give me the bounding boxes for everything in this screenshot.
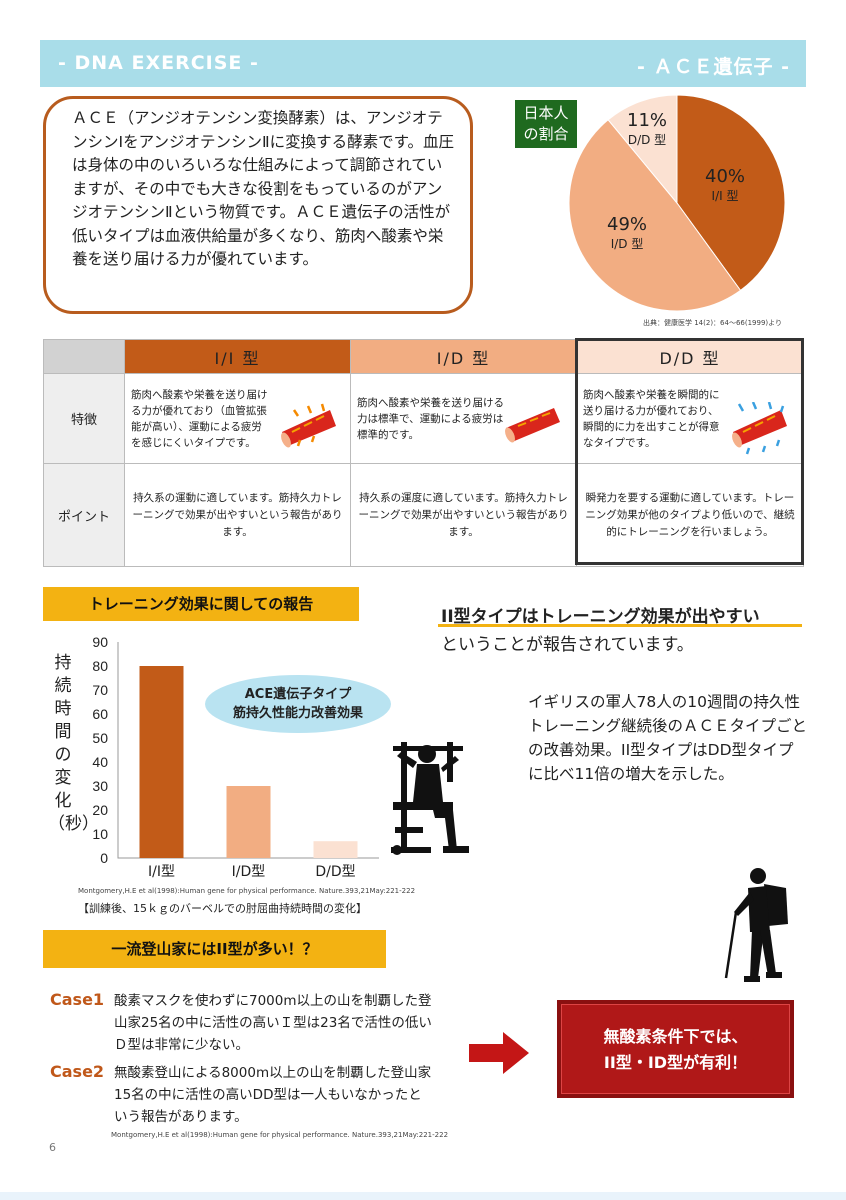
y-tick-label: 60: [92, 706, 108, 722]
case1-text: 酸素マスクを使わずに7000m以上の山を制覇した登山家25名の中に活性の高いＩ型…: [114, 993, 432, 1053]
case2-label: Case2: [50, 1062, 105, 1081]
pie-slice-id: [568, 119, 742, 312]
row-label-points: ポイント: [43, 463, 125, 567]
japanese-ratio-label-line2: の割合: [523, 125, 569, 143]
japanese-ratio-label-line1: 日本人: [523, 104, 569, 122]
table-header-ii: I/I 型: [124, 339, 351, 374]
conclusion-line1: 無酸素条件下では、: [603, 1027, 748, 1046]
case2-text: 無酸素登山による8000m以上の山を制覇した登山家15名の中に活性の高いDD型は…: [114, 1065, 432, 1125]
pie-label-ii: 40% I/I 型: [705, 166, 745, 204]
y-tick-label: 0: [100, 850, 108, 866]
study-description: イギリスの軍人78人の10週間の持久性トレーニング継続後のＡＣＥタイプごとの改善…: [528, 693, 808, 783]
table-corner: [43, 339, 125, 374]
table-row-points: ポイント 持久系の運動に適しています。筋持久力トレーニングで効果が出やすいという…: [43, 463, 804, 567]
chart-citation: Montgomery,H.E et al(1998):Human gene fo…: [78, 887, 416, 895]
case-citation: Montgomery,H.E et al(1998):Human gene fo…: [111, 1131, 449, 1139]
case1-label: Case1: [50, 990, 105, 1009]
pie-source: 出典：健康医学 14(2)：64～66(1999)より: [643, 319, 782, 327]
y-tick-label: 70: [92, 682, 108, 698]
bubble-line2: 筋持久性能力改善効果: [232, 706, 363, 721]
ace-effect-bubble: ACE遺伝子タイプ 筋持久性能力改善効果: [205, 675, 391, 733]
blood-vessel-id-icon: [505, 408, 560, 443]
chart-caption: 【訓練後、15ｋｇのバーベルでの肘屈曲持続時間の変化】: [78, 902, 367, 915]
point-ii: 持久系の運動に適しています。筋持久力トレーニングで効果が出やすいという報告があり…: [124, 463, 351, 567]
bottom-band: [0, 1192, 846, 1200]
table-header-dd: D/D 型: [576, 339, 804, 374]
feature-id: 筋肉へ酸素や栄養を送り届ける力は標準で、運動による疲労は標準的です。: [350, 373, 577, 464]
mountaineer-banner: 一流登山家にはII型が多い！？: [43, 930, 386, 968]
y-tick-label: 30: [92, 778, 108, 794]
row-label-features: 特徴: [43, 373, 125, 464]
pie-label-dd: 11% D/D 型: [627, 110, 667, 148]
x-category-label: I/I型: [148, 864, 175, 880]
y-tick-label: 50: [92, 730, 108, 746]
table-header-row: I/I 型 I/D 型 D/D 型: [43, 339, 804, 374]
y-tick-label: 80: [92, 658, 108, 674]
blood-vessel-dd-icon: [732, 402, 787, 455]
y-tick-label: 90: [92, 634, 108, 650]
genotype-table: I/I 型 I/D 型 D/D 型 特徴 筋肉へ酸素や栄養を送り届ける力が優れて…: [43, 339, 804, 567]
training-subheadline: ということが報告されています。: [441, 635, 694, 655]
feature-dd: 筋肉へ酸素や栄養を瞬間的に送り届ける力が優れており、瞬間的に力を出すことが得意な…: [576, 373, 804, 464]
y-tick-label: 40: [92, 754, 108, 770]
feature-ii-text: 筋肉へ酸素や栄養を送り届ける力が優れており（血管拡張能が高い）、運動による疲労を…: [131, 388, 268, 449]
conclusion-line2: II型・ID型が有利！: [603, 1053, 748, 1072]
page-number: 6: [49, 1141, 56, 1154]
y-tick-label: 10: [92, 826, 108, 842]
bench-press-person-icon: [391, 742, 469, 855]
x-category-label: D/D型: [315, 864, 355, 880]
feature-dd-text: 筋肉へ酸素や栄養を瞬間的に送り届ける力が優れており、瞬間的に力を出すことが得意な…: [583, 388, 720, 449]
chart-y-axis-title: 持続時間の変化（秒）: [48, 653, 99, 834]
training-effect-banner: トレーニング効果に関しての報告: [43, 587, 359, 621]
bar-0: [139, 666, 184, 858]
table-header-id: I/D 型: [350, 339, 577, 374]
blood-vessel-ii-icon: [281, 403, 336, 448]
right-arrow-icon: [469, 1032, 529, 1074]
bar-2: [313, 841, 358, 858]
japanese-ratio-label: 日本人 の割合: [515, 100, 577, 148]
bar-1: [226, 786, 271, 858]
pie-pct-ii: 40%: [705, 166, 746, 187]
intro-text: ＡＣＥ（アンジオテンシン変換酵素）は、アンジオテンシンⅠをアンジオテンシンⅡに変…: [72, 109, 455, 268]
table-row-features: 特徴 筋肉へ酸素や栄養を送り届ける力が優れており（血管拡張能が高い）、運動による…: [43, 373, 804, 464]
pie-pct-id: 49%: [607, 214, 648, 235]
pie-type-ii: I/I 型: [711, 189, 739, 203]
y-tick-label: 20: [92, 802, 108, 818]
conclusion-box: 無酸素条件下では、 II型・ID型が有利！: [557, 1000, 794, 1098]
genotype-pie-chart: [568, 94, 786, 312]
header-title-left: - DNA EXERCISE -: [58, 52, 259, 74]
point-id: 持久系の運度に適しています。筋持久力トレーニングで効果が出やすいという報告があり…: [350, 463, 577, 567]
training-headline: II型タイプはトレーニング効果が出やすい: [441, 607, 760, 627]
pie-type-id: I/D 型: [610, 237, 644, 251]
bubble-line1: ACE遺伝子タイプ: [244, 687, 352, 702]
feature-id-text: 筋肉へ酸素や栄養を送り届ける力は標準で、運動による疲労は標準的です。: [357, 396, 504, 441]
pie-pct-dd: 11%: [627, 110, 668, 131]
dd-column-highlight: [575, 338, 804, 565]
point-dd: 瞬発力を要する運動に適しています。トレーニング効果が他のタイプより低いので、継続…: [576, 463, 804, 567]
pie-label-id: 49% I/D 型: [607, 214, 647, 252]
header-title-right: - ＡＣＥ遺伝子 -: [636, 56, 790, 78]
pie-slice-dd: [607, 94, 678, 205]
header-bar: [40, 40, 806, 87]
x-category-label: I/D型: [232, 864, 266, 880]
pie-type-dd: D/D 型: [627, 133, 667, 147]
training-bar-chart: 0 10 20 30 40 50 60 70 80 90 I/I型 I/D型 D/D型: [92, 634, 379, 880]
hiker-icon: [724, 868, 788, 982]
intro-box: [43, 96, 473, 314]
chart-axes: [117, 642, 379, 859]
pie-slice-ii: [676, 94, 786, 292]
feature-ii: 筋肉へ酸素や栄養を送り届ける力が優れており（血管拡張能が高い）、運動による疲労を…: [124, 373, 351, 464]
headline-underline: [438, 624, 802, 627]
